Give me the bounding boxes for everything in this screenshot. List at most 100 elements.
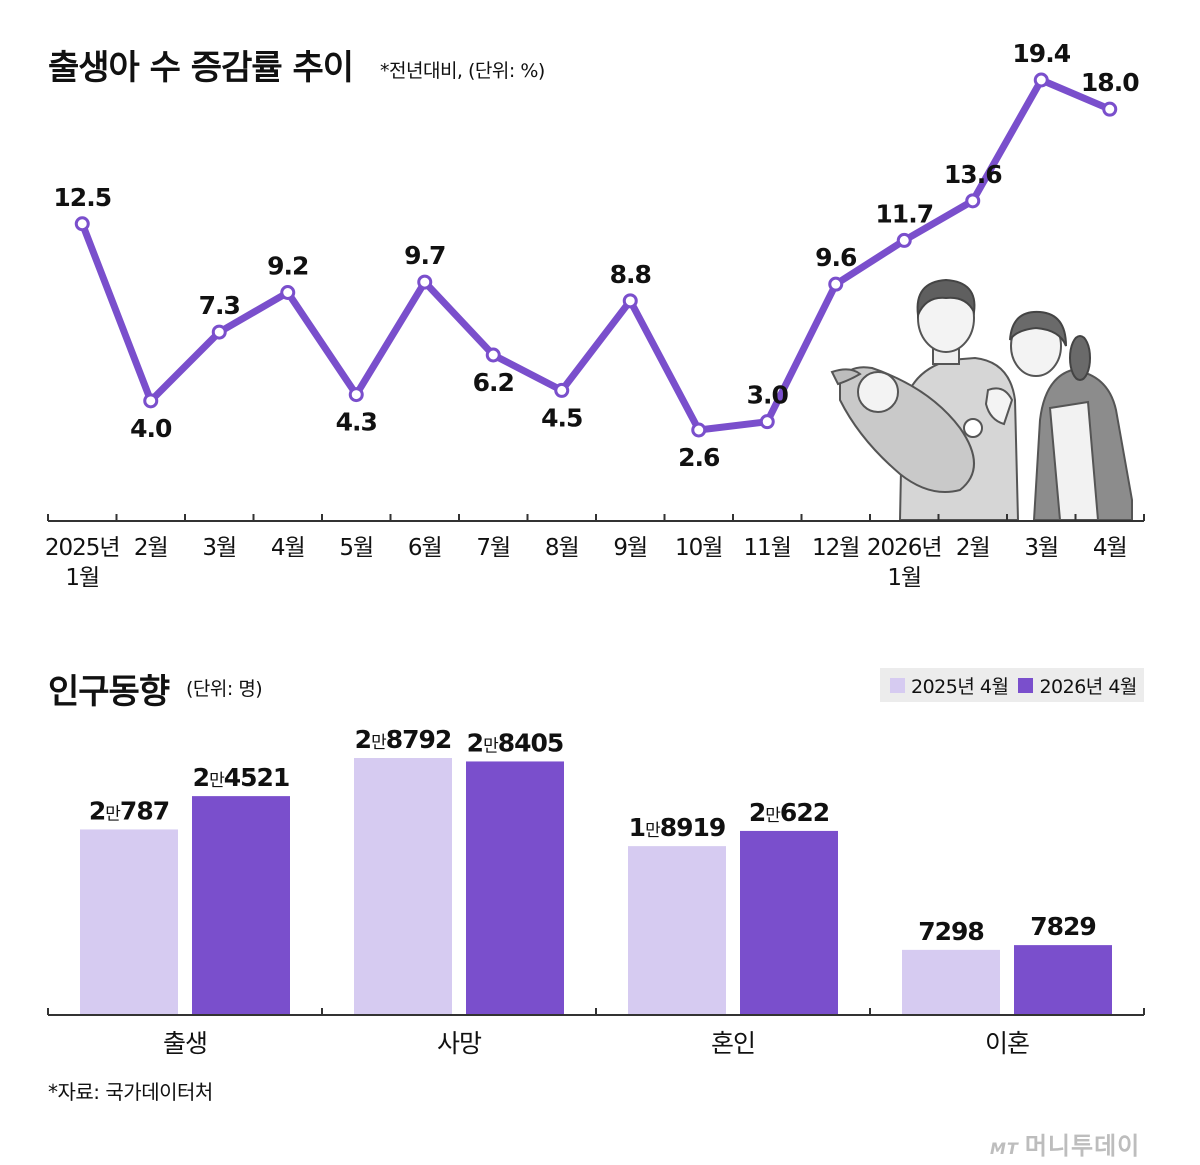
bar-value-label: 2만622 (749, 798, 829, 827)
bar-category-label: 이혼 (985, 1029, 1029, 1058)
data-point (348, 387, 364, 403)
data-point (896, 232, 912, 248)
data-point (143, 393, 159, 409)
data-point (211, 324, 227, 340)
data-label: 7.3 (199, 291, 240, 320)
x-tick-label: 2월 (956, 535, 990, 561)
bar-label-unit: 만 (765, 806, 781, 826)
bar-label-lead: 2 (355, 725, 371, 754)
x-tick-label: 10월 (675, 535, 722, 561)
bar-category-label: 출생 (163, 1029, 207, 1058)
bar-label-rest: 8919 (660, 813, 726, 842)
bar-label-rest: 8792 (386, 725, 452, 754)
bar (1014, 945, 1112, 1015)
bar-label-rest: 7298 (918, 917, 984, 946)
logo-text: 머니투데이 (1024, 1132, 1141, 1160)
family-illustration (830, 278, 1133, 521)
line-chart-title: 출생아 수 증감률 추이 (48, 48, 354, 88)
source-note: *자료: 국가데이터처 (48, 1080, 213, 1104)
data-label: 4.3 (336, 408, 377, 437)
legend-label-2026: 2026년 4월 (1039, 675, 1137, 698)
bar-value-label: 7829 (1030, 912, 1096, 941)
bar-value-label: 1만8919 (629, 813, 726, 842)
data-label: 8.8 (610, 260, 651, 289)
bar-label-lead: 2 (467, 728, 483, 757)
data-point (691, 422, 707, 438)
bar-value-label: 7298 (918, 917, 984, 946)
publisher-logo: MT 머니투데이 (990, 1126, 1140, 1161)
bar-label-lead: 2 (89, 796, 105, 825)
x-tick-label: 2월 (134, 535, 168, 561)
bar-label-unit: 만 (645, 821, 661, 841)
data-point (280, 285, 296, 300)
bar-category-labels: 출생 사망 혼인 이혼 (163, 1029, 1030, 1058)
x-tick-label: 4월 (1093, 535, 1127, 561)
trend-line (78, 76, 1114, 434)
data-point (828, 276, 844, 292)
data-label: 6.2 (473, 368, 514, 397)
logo-mark: MT (990, 1139, 1019, 1158)
x-tick-label: 4월 (271, 535, 305, 561)
legend: 2025년 4월 2026년 4월 (880, 668, 1144, 702)
line-chart-unit-note: *전년대비, (단위: %) (380, 60, 545, 82)
bar-label-unit: 만 (371, 733, 387, 753)
legend-label-2025: 2025년 4월 (911, 675, 1009, 698)
data-label: 13.6 (944, 160, 1002, 189)
x-tick-label: 1월 (65, 565, 99, 591)
bar-label-lead: 2 (193, 763, 209, 792)
bar-label-rest: 787 (120, 796, 169, 825)
x-tick-label: 3월 (1024, 535, 1058, 561)
bar (902, 949, 1000, 1015)
legend-swatch-2026 (1018, 677, 1034, 693)
data-label: 12.5 (53, 183, 111, 212)
data-points (74, 72, 1118, 438)
bar (192, 796, 290, 1015)
data-label: 2.6 (678, 443, 720, 472)
x-tick-labels: 2025년 1월 2월 3월 4월 5월 6월 7월 8월 9월 10월 11월 12월 2026년 1월 2… (45, 535, 1128, 591)
x-axis-ticks (47, 514, 1145, 521)
bar-category-label: 혼인 (711, 1029, 755, 1058)
bar-chart-title: 인구동향 (48, 672, 170, 712)
line-chart: 12.5 4.0 7.3 9.2 4.3 9.7 6.2 4.5 8.8 2.6 3.0 9.6 11.… (45, 39, 1145, 591)
x-tick-label: 2026년 (867, 535, 942, 561)
data-point (554, 382, 570, 398)
x-tick-label: 7월 (476, 535, 510, 561)
bar (740, 830, 838, 1015)
x-tick-label: 3월 (202, 535, 236, 561)
bar-value-label: 2만787 (89, 796, 169, 825)
bar-value-label: 2만8792 (355, 725, 452, 754)
data-point (74, 216, 90, 232)
bar (466, 761, 564, 1015)
bar-category-label: 사망 (437, 1029, 482, 1058)
data-label: 11.7 (875, 199, 933, 228)
data-label: 19.4 (1012, 39, 1070, 68)
bar-chart-unit-note: (단위: 명) (186, 678, 263, 700)
bar-label-rest: 7829 (1030, 912, 1096, 941)
bar-value-label: 2만4521 (193, 763, 290, 792)
bar-label-unit: 만 (483, 736, 499, 756)
data-point (759, 414, 775, 430)
bar-label-unit: 만 (209, 771, 225, 791)
x-tick-label: 6월 (408, 535, 442, 561)
bar-label-rest: 4521 (224, 763, 290, 792)
data-point (417, 274, 433, 290)
x-tick-label: 11월 (744, 535, 791, 561)
bar-label-lead: 2 (749, 798, 765, 827)
data-labels: 12.5 4.0 7.3 9.2 4.3 9.7 6.2 4.5 8.8 2.6 3.0 9.6 11.… (53, 39, 1140, 472)
x-tick-label: 5월 (339, 535, 373, 561)
x-tick-label: 9월 (613, 535, 647, 561)
data-point (965, 193, 981, 209)
legend-swatch-2025 (890, 677, 905, 693)
bar-x-axis-ticks (47, 1008, 1145, 1015)
data-point (622, 293, 638, 309)
data-point (1102, 101, 1118, 117)
data-point (1033, 72, 1049, 88)
data-label: 4.5 (541, 403, 582, 432)
bar (80, 829, 178, 1015)
x-tick-label: 1월 (887, 565, 921, 591)
bar-label-unit: 만 (105, 804, 121, 824)
data-label: 18.0 (1081, 68, 1139, 97)
x-tick-label: 8월 (545, 535, 579, 561)
